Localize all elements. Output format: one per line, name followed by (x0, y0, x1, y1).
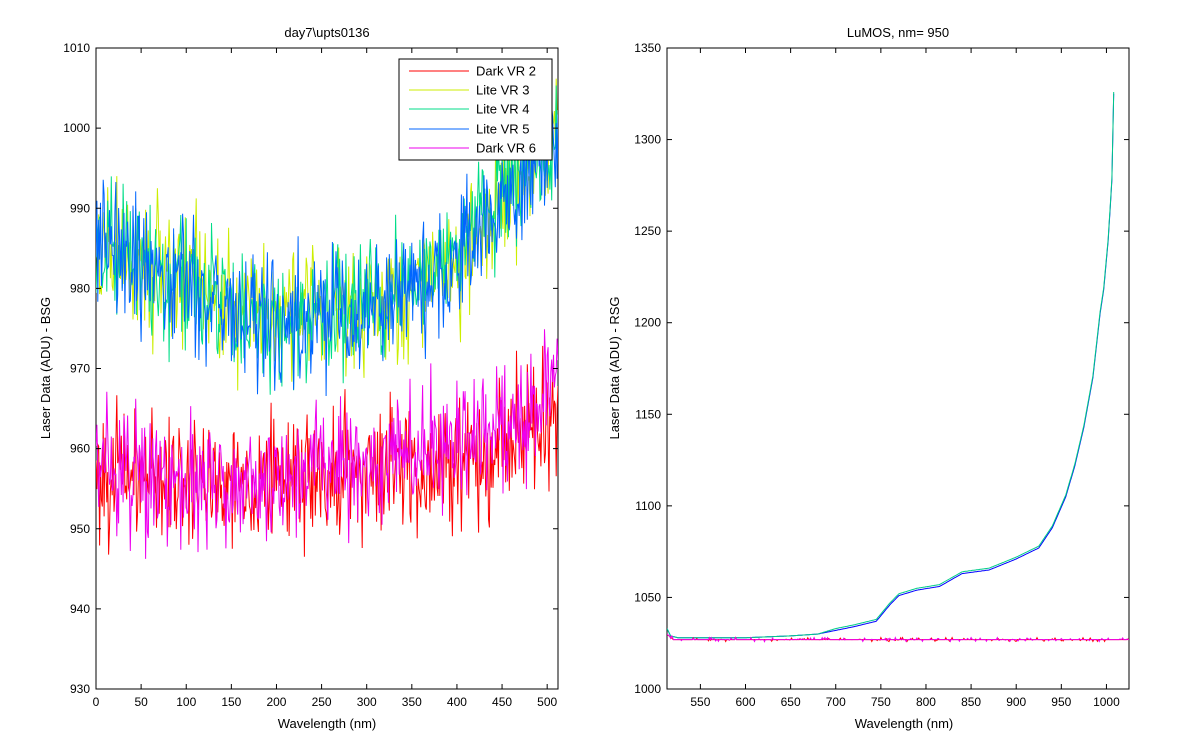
series-line-right-series-2 (667, 91, 1115, 639)
x-tick-label: 300 (357, 695, 377, 709)
legend-entry-lite-vr-4: Lite VR 4 (409, 102, 529, 117)
x-tick-label: 1000 (1093, 695, 1120, 709)
legend-entry-dark-vr-6: Dark VR 6 (409, 141, 536, 156)
y-axis-label-left: Laser Data (ADU) - BSG (38, 297, 53, 439)
x-tick-label: 750 (871, 695, 891, 709)
x-tick-label: 900 (1006, 695, 1026, 709)
x-tick-label: 0 (93, 695, 100, 709)
x-tick-label: 50 (134, 695, 148, 709)
y-tick-label: 950 (70, 522, 90, 536)
x-axis-label-right: Wavelength (nm) (855, 716, 954, 731)
x-tick-label: 700 (826, 695, 846, 709)
y-axis-label-right: Laser Data (ADU) - RSG (607, 296, 622, 439)
series-line-right-series-4 (667, 633, 1129, 643)
x-tick-label: 200 (266, 695, 286, 709)
series-line-left-lite-vr-5 (96, 84, 558, 397)
y-tick-label: 1100 (635, 499, 661, 513)
y-tick-label: 930 (70, 682, 90, 696)
x-tick-label: 350 (402, 695, 422, 709)
x-tick-label: 500 (537, 695, 557, 709)
legend-label-dark-vr-2: Dark VR 2 (476, 64, 536, 79)
legend-label-lite-vr-5: Lite VR 5 (476, 122, 529, 137)
y-tick-label: 1150 (635, 407, 661, 421)
legend-label-dark-vr-6: Dark VR 6 (476, 141, 536, 156)
series-line-left-dark-vr-2 (96, 345, 558, 557)
y-tick-label: 970 (70, 362, 90, 376)
legend: Dark VR 2 Lite VR 3 Lite VR 4 Lite VR 5 … (398, 58, 553, 161)
tick-layer-left: 0 50 100 150 200 250 300 350 400 450 500 930 940 950 9… (63, 41, 558, 709)
x-tick-label: 800 (916, 695, 936, 709)
x-tick-label: 650 (781, 695, 801, 709)
x-tick-label: 950 (1051, 695, 1071, 709)
plot-area-right (666, 47, 1130, 690)
chart-title-left: day7\upts0136 (284, 25, 369, 40)
chart-title-right: LuMOS, nm= 950 (847, 25, 949, 40)
chart-left: 0 50 100 150 200 250 300 350 400 450 500 930 940 950 9… (38, 25, 559, 731)
y-tick-label: 1050 (634, 590, 661, 604)
legend-entry-lite-vr-5: Lite VR 5 (409, 122, 529, 137)
series-line-left-dark-vr-6 (96, 329, 558, 559)
x-tick-label: 550 (690, 695, 710, 709)
y-tick-label: 1300 (634, 133, 661, 147)
y-tick-label: 1010 (63, 41, 90, 55)
y-tick-label: 1000 (63, 121, 90, 135)
y-tick-label: 960 (70, 442, 90, 456)
x-tick-label: 450 (492, 695, 512, 709)
y-tick-label: 980 (70, 281, 90, 295)
y-tick-label: 1350 (634, 41, 661, 55)
legend-label-lite-vr-3: Lite VR 3 (476, 83, 529, 98)
y-tick-label: 1250 (634, 224, 661, 238)
y-tick-label: 1200 (634, 316, 661, 330)
tick-layer-right: 550 600 650 700 750 800 850 900 950 1000 1000 1050 1… (634, 41, 1129, 709)
x-tick-label: 850 (961, 695, 981, 709)
legend-label-lite-vr-4: Lite VR 4 (476, 102, 529, 117)
x-tick-label: 250 (312, 695, 332, 709)
series-layer-left (96, 78, 558, 559)
x-tick-label: 600 (735, 695, 755, 709)
chart-right: 550 600 650 700 750 800 850 900 950 1000 1000 1050 1… (607, 25, 1130, 731)
x-tick-label: 150 (221, 695, 241, 709)
y-tick-label: 940 (70, 602, 90, 616)
x-tick-label: 100 (176, 695, 196, 709)
y-tick-label: 990 (70, 201, 90, 215)
series-layer-right (667, 91, 1129, 643)
y-tick-label: 1000 (634, 682, 661, 696)
x-axis-label-left: Wavelength (nm) (278, 716, 377, 731)
x-tick-label: 400 (447, 695, 467, 709)
legend-entry-lite-vr-3: Lite VR 3 (409, 83, 529, 98)
legend-entry-dark-vr-2: Dark VR 2 (409, 64, 536, 79)
